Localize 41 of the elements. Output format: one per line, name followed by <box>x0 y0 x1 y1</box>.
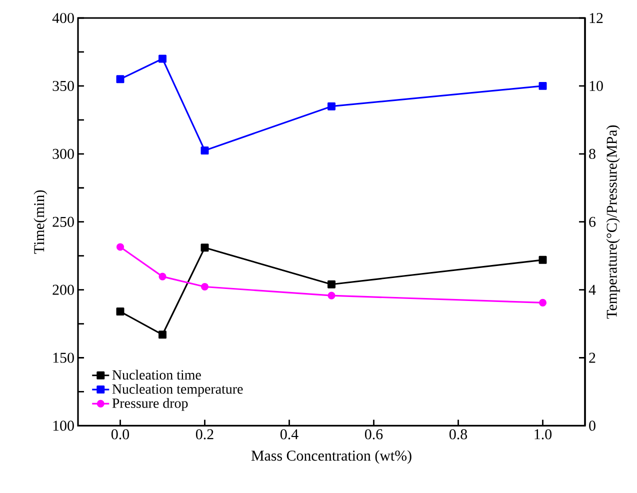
x-tick-label: 1.0 <box>534 429 552 440</box>
y2-tick-label: 0 <box>589 420 596 431</box>
point <box>116 243 124 251</box>
point <box>538 256 547 264</box>
y-tick-label: 250 <box>52 216 74 227</box>
y2-tick-label: 4 <box>588 284 596 295</box>
y2-tick-label: 12 <box>590 13 603 23</box>
x-tick-label: 0.2 <box>196 429 214 440</box>
point <box>158 330 166 339</box>
point <box>538 298 547 306</box>
y-tick-label: 300 <box>52 148 74 159</box>
x-axis-title: Mass Concentration (wt%) <box>251 450 412 464</box>
legend-label: Nucleation time <box>112 370 201 380</box>
point <box>116 308 124 316</box>
point <box>328 292 336 300</box>
y2-tick-label: 10 <box>590 80 603 91</box>
y2-tick-label: 6 <box>589 216 596 227</box>
x-tick-label: 0.8 <box>449 429 468 440</box>
point <box>158 54 166 63</box>
point <box>538 82 547 90</box>
y2-tick-label: 8 <box>589 148 596 159</box>
x-tick-label: 0.4 <box>280 429 298 440</box>
y-tick-label: 200 <box>52 284 74 295</box>
point <box>200 282 209 291</box>
legend-label: Nucleation temperature <box>112 384 243 397</box>
y-tick-label: 400 <box>52 12 74 24</box>
point <box>116 75 124 84</box>
point <box>158 272 166 280</box>
y-tick-label: 150 <box>53 352 74 363</box>
point <box>328 102 336 110</box>
point <box>200 146 209 154</box>
legend-label: Pressure drop <box>112 398 188 411</box>
y2-axis-title: Temperature(°C)/Pressure(MPa) <box>606 125 620 319</box>
y2-tick-label: 2 <box>589 352 596 363</box>
point <box>200 244 209 252</box>
x-tick-label: 0.6 <box>364 429 383 440</box>
y-tick-label: 350 <box>52 80 74 91</box>
y-axis-title: Time(min) <box>34 190 48 254</box>
x-tick-label: 0.0 <box>111 429 130 440</box>
y-tick-label: 100 <box>53 420 74 431</box>
point <box>328 280 336 288</box>
